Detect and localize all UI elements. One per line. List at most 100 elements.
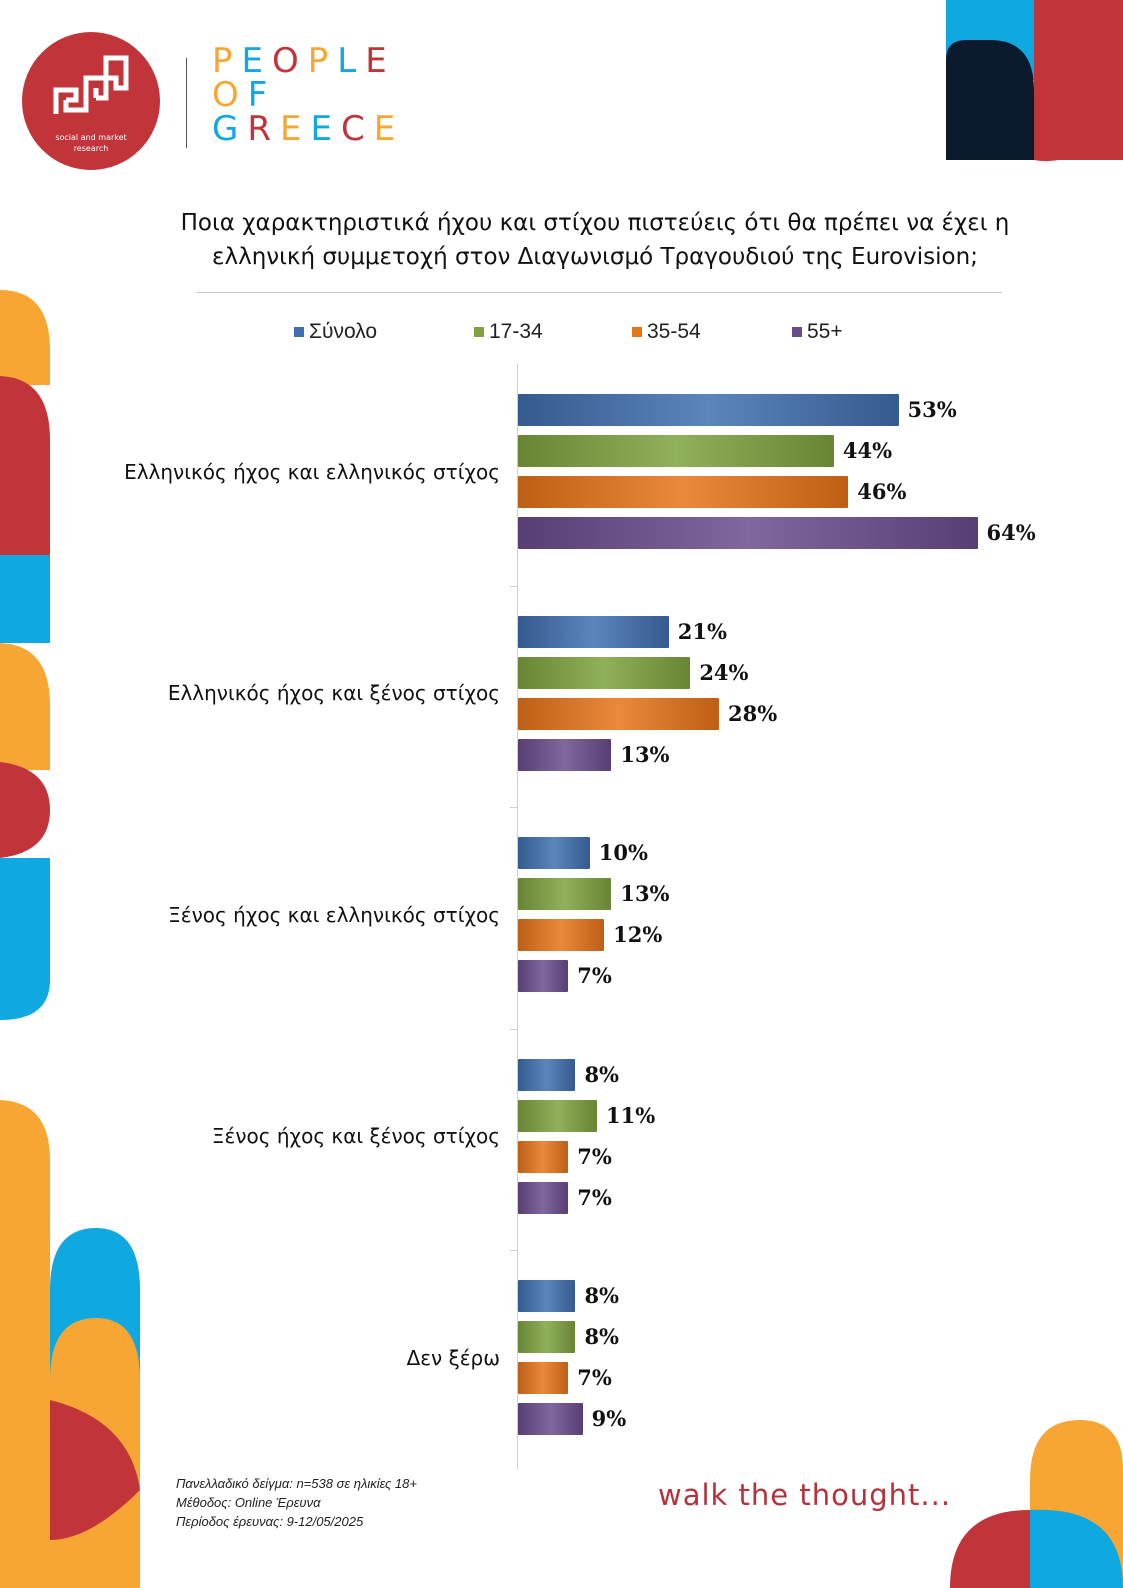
data-label: 7% [577,1184,612,1210]
bar-55-3 [518,1181,569,1214]
legend-item-35-54: 35-54 [632,320,701,344]
company-logo: social and market research [22,32,160,170]
bar--1 [518,615,669,648]
bar-3554-4 [518,1362,569,1394]
brand-line1: PEOPLE [212,44,396,78]
legend-swatch [632,327,642,337]
bar-3554-2 [518,919,605,951]
legend-label: 17-34 [489,320,543,343]
tagline: walk the thought... [658,1478,952,1512]
bar-1734-0 [518,435,834,467]
bar-3554-0 [518,476,849,508]
bar-1734-2 [518,878,612,910]
legend-item-55plus: 55+ [792,320,843,344]
data-label: 7% [577,1365,612,1390]
left-shape-red-1 [0,376,50,565]
logo-mark-icon [53,55,129,114]
brand-letter: E [365,41,396,81]
chart-title-line2: ελληνική συμμετοχή στον Διαγωνισμό Τραγο… [212,244,978,270]
chart-title: Ποια χαρακτηριστικά ήχου και στίχου πιστ… [150,206,1040,274]
left-shape-blue-1 [0,555,50,643]
legend-swatch [294,327,304,337]
logo-divider [186,58,187,148]
bar-55-4 [518,1403,583,1435]
footnote-method: Μέθοδος: Online Έρευνα [176,1495,321,1510]
data-label: 13% [620,741,670,767]
brand-letter: R [247,109,280,149]
bar-55-2 [518,960,569,992]
data-label: 64% [986,520,1036,545]
legend-item-17-34: 17-34 [474,320,543,344]
data-label: 28% [728,700,778,726]
bar-3554-3 [518,1140,569,1173]
data-label: 21% [677,618,727,644]
brand-letter: L [337,41,366,81]
logo-subtitle: social and market research [22,132,160,154]
legend-item-total: Σύνολο [294,320,377,344]
data-label: 8% [584,1283,620,1308]
corner-shape-red [1034,0,1123,160]
brand-letter: P [212,41,242,81]
legend-swatch [792,327,802,337]
brand-line2: OF [212,78,276,112]
footnote-sample: Πανελλαδικό δείγμα: n=538 σε ηλικίες 18+ [176,1476,417,1491]
axis-tick [510,807,517,808]
category-label: Ελληνικός ήχος και ελληνικός στίχος [124,459,500,484]
brand-text: PEOPLE [212,41,396,81]
category-label: Ελληνικός ήχος και ξένος στίχος [167,681,500,705]
legend-swatch [474,327,484,337]
brand-text: OF [212,75,276,115]
bar--3 [518,1058,576,1091]
left-shape-orange-1 [0,290,50,385]
bar-55-1 [518,738,612,771]
logo-subtitle-line2: research [73,144,109,153]
title-divider [196,292,1002,293]
legend-label: 55+ [807,320,843,343]
bar-55-0 [518,517,978,549]
brand-letter: G [212,109,248,149]
brand-letter: E [310,109,341,149]
corner-shape-navy [946,40,1034,160]
data-label: 10% [598,840,648,865]
left-shape-red-3 [50,1400,140,1540]
legend-label: 35-54 [647,320,701,343]
brand-text: GREECE [212,109,404,149]
brand-letter: C [340,109,374,149]
bar--0 [518,394,899,426]
brand-letter: O [212,75,248,115]
data-label: 8% [584,1324,620,1349]
bottom-right-red [950,1510,1030,1588]
brand-letter: F [247,75,277,115]
chart-title-line1: Ποια χαρακτηριστικά ήχου και στίχου πιστ… [180,210,1010,236]
data-label: 24% [699,659,749,685]
data-label: 44% [842,438,893,463]
category-axis [517,364,518,1470]
footnote-period: Περίοδος έρευνας: 9-12/05/2025 [176,1514,364,1529]
bar--4 [518,1280,576,1312]
brand-letter: E [373,109,405,149]
data-label: 13% [620,881,670,906]
category-label: Ξένος ήχος και ξένος στίχος [211,1124,500,1148]
data-label: 53% [907,397,957,422]
data-label: 9% [591,1406,627,1431]
data-label: 46% [857,479,907,504]
category-label: Δεν ξέρω [406,1345,500,1370]
category-label: Ξένος ήχος και ελληνικός στίχος [168,902,500,927]
brand-letter: E [241,41,272,81]
brand-letter: P [307,41,338,81]
bar-3554-1 [518,697,720,730]
data-label: 12% [613,922,663,947]
data-label: 7% [577,1143,612,1169]
bar--2 [518,837,590,869]
logo-subtitle-line1: social and market [55,133,127,142]
legend-label: Σύνολο [309,320,378,343]
axis-tick [510,1250,517,1251]
data-label: 8% [584,1061,620,1087]
bottom-right-blue [1030,1509,1123,1588]
brand-line3: GREECE [212,112,404,146]
left-shape-red-2 [0,762,50,858]
bar-1734-4 [518,1321,576,1353]
bar-1734-3 [518,1099,597,1132]
axis-tick [510,585,517,587]
